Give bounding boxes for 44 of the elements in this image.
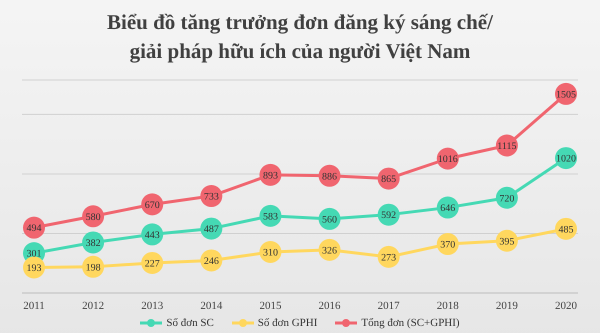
data-label: 485 <box>558 224 574 236</box>
data-label: 583 <box>262 211 278 222</box>
data-label: 198 <box>86 262 101 274</box>
x-tick-label: 2014 <box>200 300 223 312</box>
data-label: 560 <box>322 214 338 226</box>
x-tick-label: 2013 <box>141 300 164 312</box>
data-label: 893 <box>262 170 278 182</box>
data-label: 227 <box>144 258 160 270</box>
legend-label: Số đơn GPHI <box>258 317 318 329</box>
legend-label: Tổng đơn (SC+GPHI) <box>361 317 460 329</box>
data-label: 1016 <box>438 154 458 166</box>
x-tick-label: 2011 <box>23 300 45 312</box>
data-label: 1505 <box>556 89 576 100</box>
data-label: 670 <box>144 200 160 211</box>
x-tick-label: 2020 <box>555 300 578 312</box>
data-label: 646 <box>440 203 456 214</box>
x-tick-label: 2015 <box>259 300 282 312</box>
x-tick-label: 2019 <box>496 300 518 312</box>
data-label: 370 <box>440 240 456 251</box>
data-label: 193 <box>26 263 42 274</box>
chart-title: Biểu đồ tăng trưởng đơn đăng ký sáng chế/ giải pháp hữu ích của người Việt Nam <box>106 9 494 65</box>
data-label: 246 <box>204 256 219 268</box>
data-label: 1020 <box>556 154 576 165</box>
data-label: 310 <box>262 248 278 259</box>
data-label: 733 <box>204 192 219 203</box>
x-tick-label: 2018 <box>436 300 460 312</box>
data-label: 886 <box>322 171 338 182</box>
data-label: 326 <box>322 245 338 256</box>
data-label: 443 <box>144 230 160 241</box>
x-tick-label: 2016 <box>318 300 342 312</box>
data-label: 494 <box>26 223 42 234</box>
data-label: 301 <box>26 248 42 260</box>
data-label: 487 <box>204 224 219 236</box>
data-label: 382 <box>86 238 101 250</box>
data-label: 865 <box>381 174 396 186</box>
data-label: 1115 <box>497 141 517 152</box>
x-tick-label: 2012 <box>82 300 104 312</box>
x-tick-label: 2017 <box>378 300 400 312</box>
data-label: 395 <box>499 236 514 248</box>
data-label: 580 <box>86 212 101 223</box>
data-label: 720 <box>499 193 514 204</box>
legend-label: Số đơn SC <box>166 317 214 329</box>
data-label: 592 <box>381 210 396 222</box>
data-label: 273 <box>381 252 396 264</box>
